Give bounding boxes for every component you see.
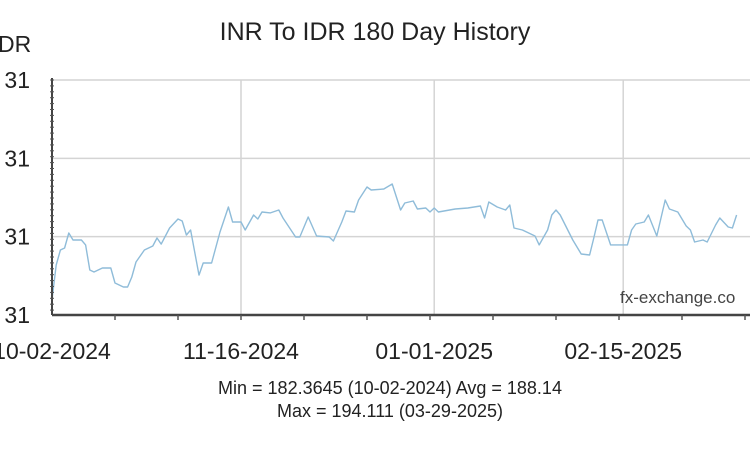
x-tick-label: 11-16-2024 — [183, 338, 299, 364]
x-tick-label: 10-02-2024 — [0, 338, 111, 364]
stats-line-1: Min = 182.3645 (10-02-2024) Avg = 188.14 — [218, 378, 562, 398]
y-tick-label: 31 — [4, 224, 30, 250]
y-tick-labels: 31 31 31 31 — [4, 67, 30, 328]
watermark: fx-exchange.co — [620, 288, 735, 307]
x-tick-label: 02-15-2025 — [564, 338, 682, 364]
series-line — [51, 183, 738, 300]
y-tick-label: 31 — [4, 145, 30, 171]
x-tick-labels: 10-02-2024 11-16-2024 01-01-2025 02-15-2025 — [0, 338, 682, 364]
axes — [50, 78, 750, 320]
stats-line-2: Max = 194.111 (03-29-2025) — [277, 401, 503, 421]
gridlines — [52, 79, 750, 315]
x-tick-label: 01-01-2025 — [375, 338, 493, 364]
y-tick-label: 31 — [4, 67, 30, 93]
plot-area — [51, 183, 738, 300]
chart-title: INR To IDR 180 Day History — [220, 18, 531, 46]
y-axis-label: DR — [0, 31, 31, 57]
y-tick-label: 31 — [4, 302, 30, 328]
